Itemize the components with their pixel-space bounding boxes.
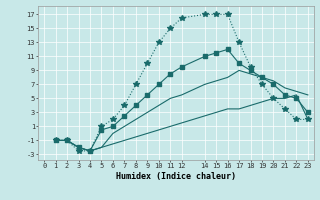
X-axis label: Humidex (Indice chaleur): Humidex (Indice chaleur) [116,172,236,181]
